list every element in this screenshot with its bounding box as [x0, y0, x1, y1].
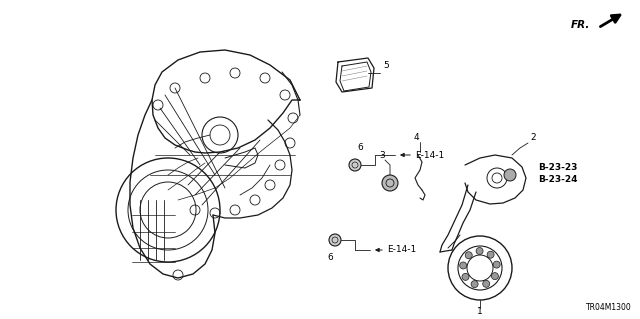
Text: TR04M1300: TR04M1300	[586, 302, 632, 311]
Text: B-23-24: B-23-24	[538, 175, 577, 184]
Circle shape	[465, 252, 472, 259]
Text: E-14-1: E-14-1	[415, 151, 444, 160]
Text: 2: 2	[530, 133, 536, 143]
Text: 1: 1	[477, 308, 483, 316]
Circle shape	[487, 251, 494, 258]
Text: 5: 5	[383, 61, 388, 70]
Circle shape	[382, 175, 398, 191]
Circle shape	[492, 273, 499, 280]
Text: 6: 6	[327, 254, 333, 263]
Circle shape	[471, 281, 478, 288]
Circle shape	[476, 248, 483, 255]
Text: 6: 6	[357, 144, 363, 152]
Circle shape	[483, 280, 490, 287]
Text: E-14-1: E-14-1	[387, 246, 416, 255]
Circle shape	[462, 273, 469, 280]
Circle shape	[493, 261, 500, 268]
Text: 4: 4	[413, 133, 419, 143]
Text: FR.: FR.	[571, 20, 590, 30]
Circle shape	[460, 262, 467, 269]
Circle shape	[329, 234, 341, 246]
Text: 3: 3	[379, 151, 385, 160]
Text: B-23-23: B-23-23	[538, 164, 577, 173]
Circle shape	[504, 169, 516, 181]
Circle shape	[349, 159, 361, 171]
